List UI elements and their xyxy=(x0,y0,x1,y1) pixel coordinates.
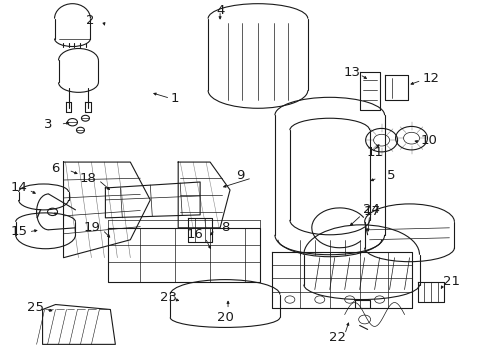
Text: 4: 4 xyxy=(215,4,224,17)
Text: 12: 12 xyxy=(422,72,439,85)
Text: 24: 24 xyxy=(363,203,379,216)
Text: 15: 15 xyxy=(10,225,27,238)
Text: 13: 13 xyxy=(343,66,360,79)
Text: 2: 2 xyxy=(86,14,95,27)
Text: 19: 19 xyxy=(84,221,101,234)
Text: 17: 17 xyxy=(363,205,379,219)
Text: 1: 1 xyxy=(171,92,179,105)
Text: 6: 6 xyxy=(51,162,60,175)
Text: 16: 16 xyxy=(186,228,203,241)
Text: 10: 10 xyxy=(420,134,437,147)
Text: 8: 8 xyxy=(221,221,229,234)
Text: 23: 23 xyxy=(160,291,176,304)
Text: 3: 3 xyxy=(44,118,53,131)
Text: 25: 25 xyxy=(27,301,44,314)
Text: 21: 21 xyxy=(442,275,459,288)
Text: 20: 20 xyxy=(216,311,233,324)
Text: 7: 7 xyxy=(34,208,43,221)
Text: 22: 22 xyxy=(328,331,346,344)
Text: 14: 14 xyxy=(10,181,27,194)
Text: 9: 9 xyxy=(235,168,244,181)
Text: 18: 18 xyxy=(80,171,97,185)
Text: 5: 5 xyxy=(386,168,395,181)
Text: 11: 11 xyxy=(366,145,382,159)
